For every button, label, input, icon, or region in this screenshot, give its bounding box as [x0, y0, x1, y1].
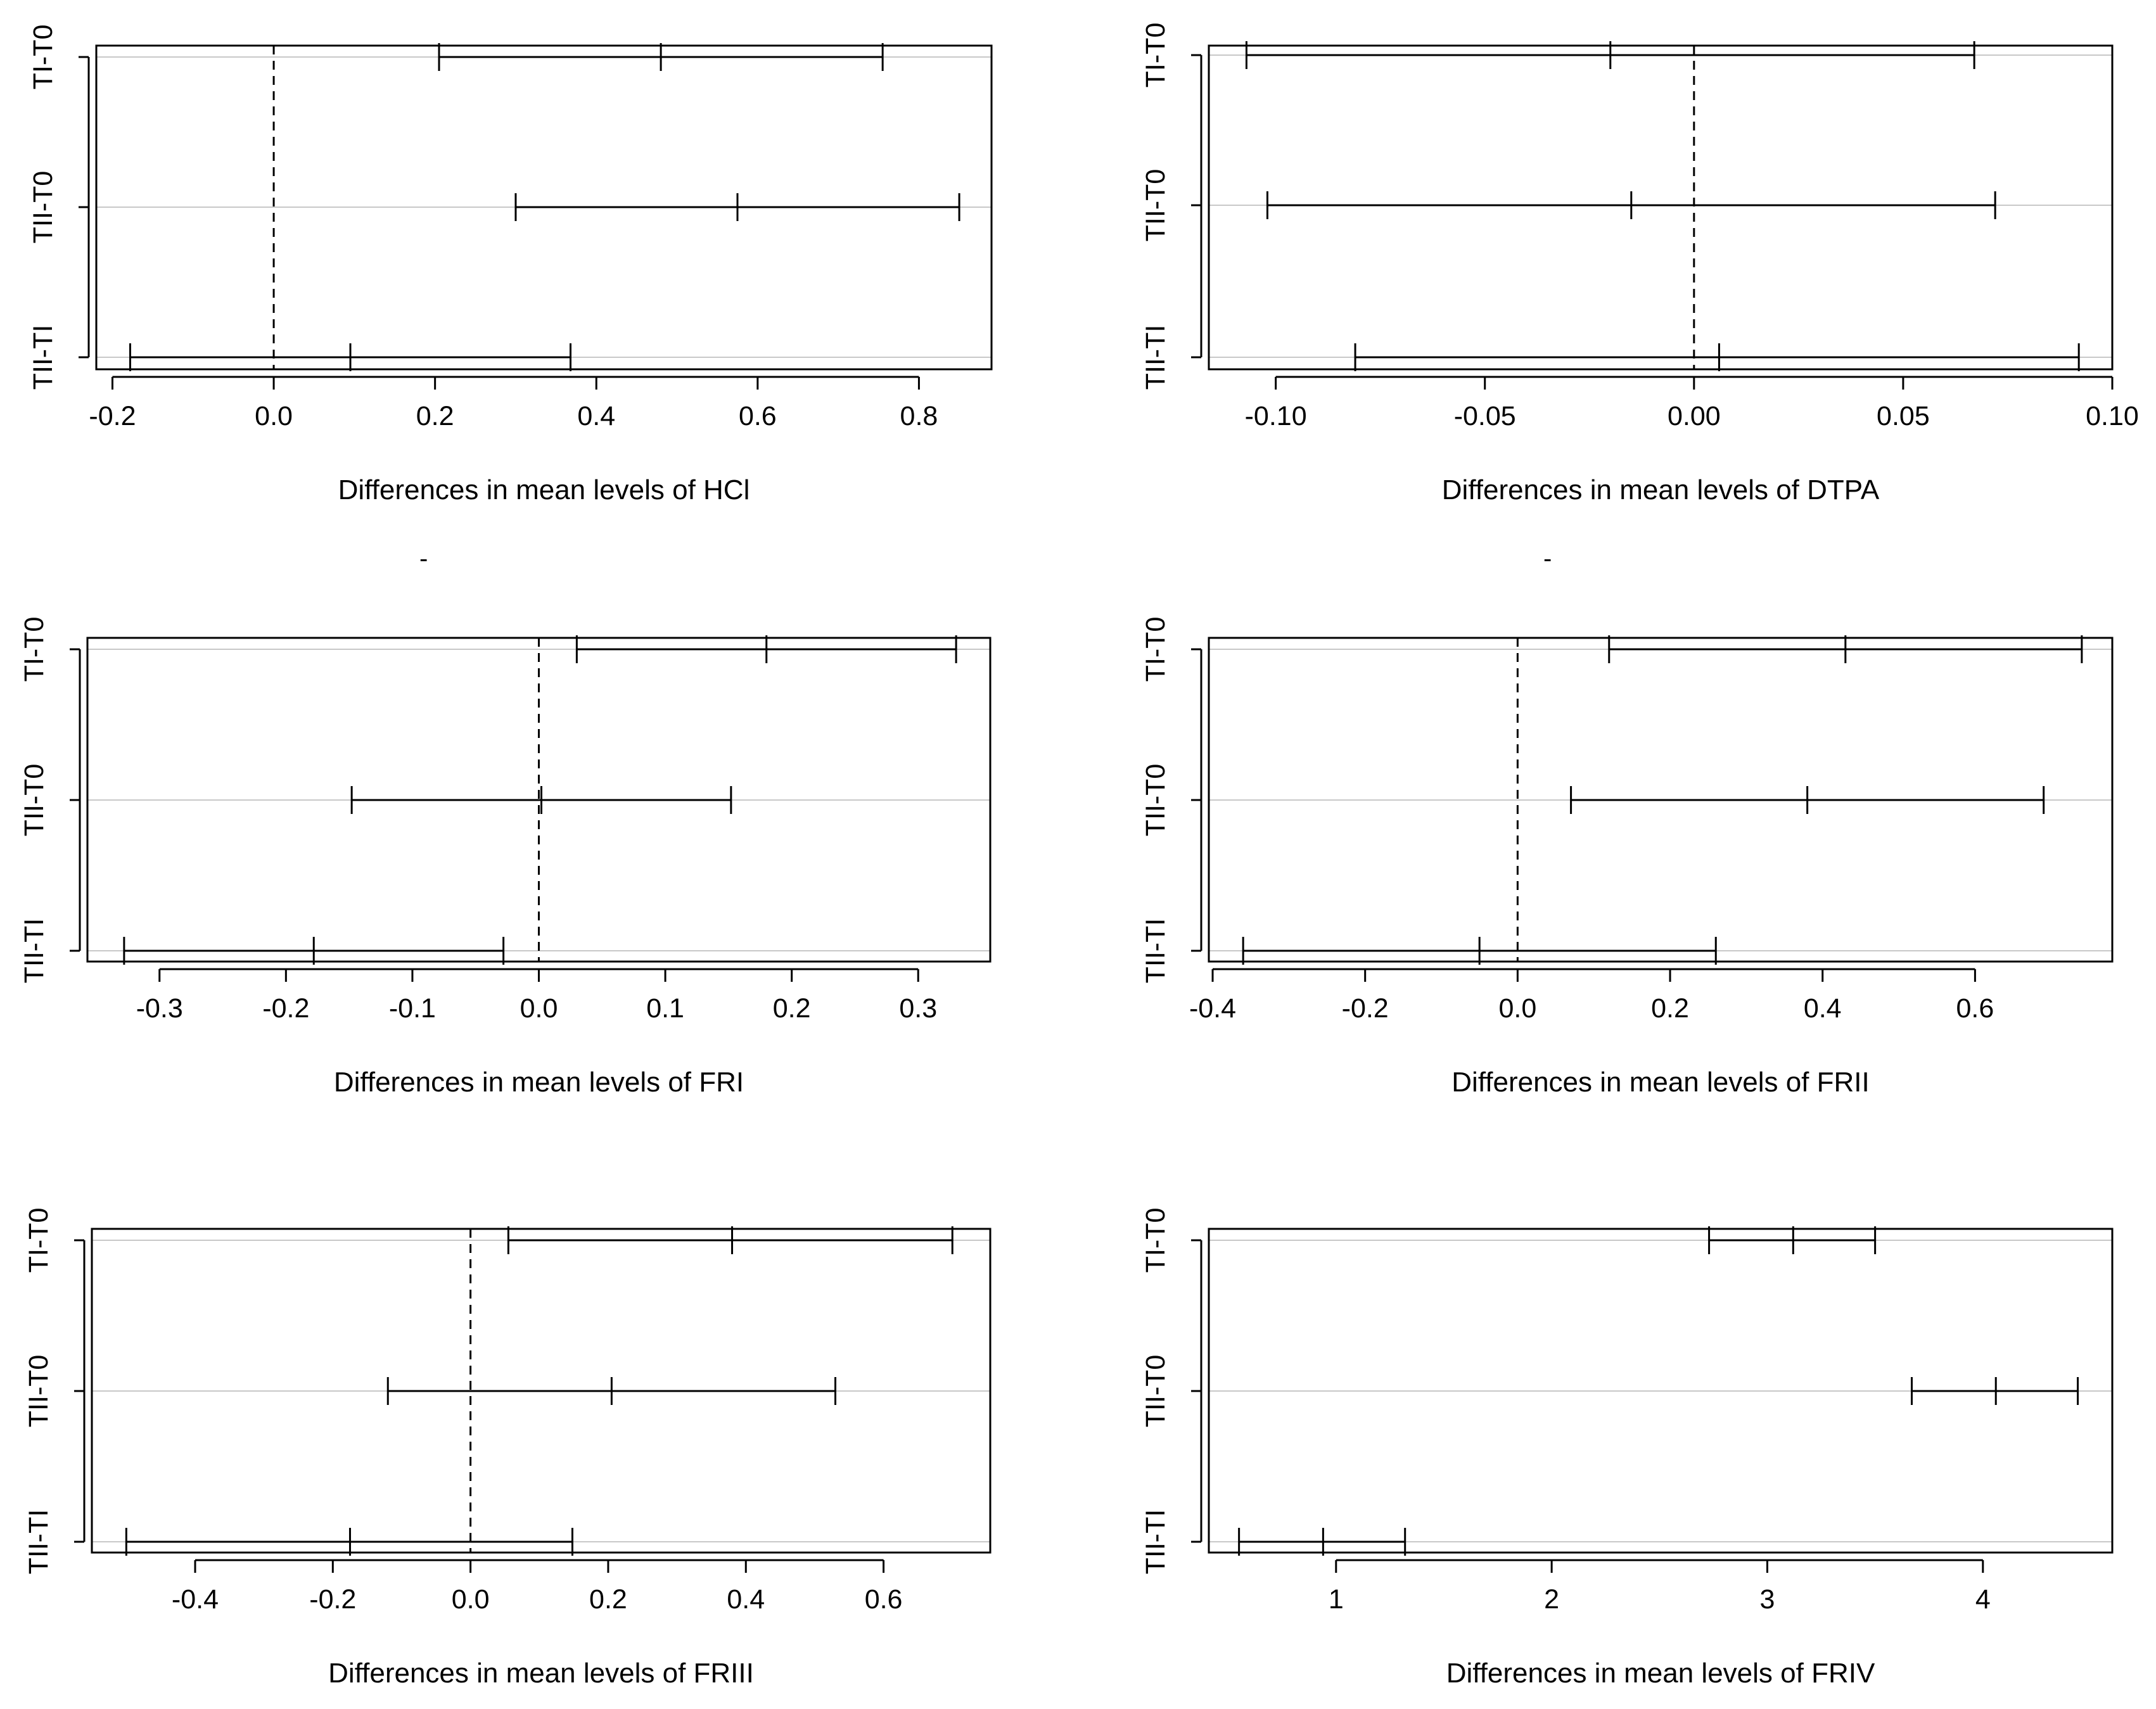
x-axis-title: Differences in mean levels of FRII — [1451, 1067, 1869, 1098]
plot-frame — [1208, 637, 2114, 963]
x-tick-label: 0.2 — [1651, 993, 1689, 1024]
y-tick-label: TI-T0 — [28, 25, 58, 90]
y-tick-label: TI-T0 — [23, 1208, 54, 1273]
y-tick-label: TII-TI — [19, 918, 49, 984]
y-tick-label: TII-TI — [23, 1509, 54, 1575]
x-tick-label: 0.0 — [520, 993, 558, 1024]
x-axis-title: Differences in mean levels of FRIV — [1446, 1658, 1875, 1689]
panel-friv: 1 2 3 4 TI-T0 TII-T0 TII-TI Differences in mean… — [1140, 1208, 2114, 1689]
x-tick-label: 0.2 — [416, 401, 454, 431]
x-tick-label: -0.2 — [262, 993, 309, 1024]
panel-dtpa: -0.10 -0.05 0.00 0.05 0.10 TI-T0 TII-T0 TII-TI D… — [1140, 23, 2139, 505]
x-tick-label: 0.4 — [577, 401, 615, 431]
y-tick-label: TII-TI — [1140, 1509, 1171, 1575]
x-tick-label: 0.0 — [255, 401, 293, 431]
y-tick-label: TI-T0 — [1140, 1208, 1171, 1273]
y-tick-label: TII-T0 — [1140, 169, 1171, 242]
x-tick-label: 0.1 — [646, 993, 684, 1024]
x-tick-label: -0.05 — [1454, 401, 1516, 431]
x-tick-label: 0.6 — [739, 401, 777, 431]
y-tick-label: TI-T0 — [19, 617, 49, 682]
panel-friii: -0.4 -0.2 0.0 0.2 0.4 0.6 TI-T0 TII-T0 TII-TI Dif… — [23, 1208, 992, 1689]
plot-frame — [1208, 1228, 2114, 1554]
y-tick-label: TI-T0 — [1140, 617, 1171, 682]
x-tick-label: 0.8 — [900, 401, 938, 431]
y-tick-label: TII-T0 — [28, 171, 58, 244]
x-tick-label: -0.2 — [89, 401, 136, 431]
x-tick-label: -0.2 — [309, 1584, 356, 1615]
y-tick-label: TII-T0 — [1140, 1355, 1171, 1428]
x-tick-label: -0.4 — [172, 1584, 219, 1615]
x-tick-label: 0.6 — [865, 1584, 903, 1615]
y-tick-label: TII-TI — [1140, 918, 1171, 984]
y-tick-label: TI-T0 — [1140, 23, 1171, 88]
x-tick-label: 0.3 — [899, 993, 937, 1024]
x-tick-label: 3 — [1760, 1584, 1775, 1615]
x-tick-label: 0.2 — [773, 993, 811, 1024]
x-tick-label: -0.4 — [1189, 993, 1236, 1024]
x-tick-label: 0.0 — [1498, 993, 1536, 1024]
x-tick-label: 0.4 — [1804, 993, 1842, 1024]
plot-frame — [95, 44, 993, 371]
x-tick-label: 2 — [1544, 1584, 1559, 1615]
x-axis-title: Differences in mean levels of DTPA — [1442, 474, 1880, 505]
x-axis-title: Differences in mean levels of HCl — [338, 474, 750, 505]
plot-frame — [1208, 44, 2114, 371]
x-tick-label: 0.2 — [589, 1584, 627, 1615]
panel-fri: -0.3 -0.2 -0.1 0.0 0.1 0.2 0.3 TI-T0 TII-T0 TII-T… — [19, 617, 992, 1098]
x-tick-label: 0.4 — [727, 1584, 765, 1615]
x-tick-label: 0.10 — [2086, 401, 2139, 431]
y-tick-label: TII-TI — [28, 325, 58, 390]
x-tick-label: 0.6 — [1956, 993, 1994, 1024]
x-tick-label: 0.05 — [1877, 401, 1930, 431]
panel-hcl: -0.2 0.0 0.2 0.4 0.6 0.8 TI-T0 TII-T0 TII-TI Diff… — [28, 25, 993, 505]
x-tick-label: 1 — [1329, 1584, 1344, 1615]
y-tick-label: TII-TI — [1140, 325, 1171, 390]
x-tick-label: -0.10 — [1245, 401, 1307, 431]
x-axis-title: Differences in mean levels of FRI — [334, 1067, 744, 1098]
x-tick-label: 0.0 — [452, 1584, 490, 1615]
x-tick-label: -0.1 — [389, 993, 436, 1024]
x-tick-label: -0.3 — [136, 993, 183, 1024]
x-axis-title: Differences in mean levels of FRIII — [328, 1658, 754, 1689]
stray-mark: - — [1543, 545, 1552, 573]
x-tick-label: 0.00 — [1668, 401, 1721, 431]
panel-frii: -0.4 -0.2 0.0 0.2 0.4 0.6 TI-T0 TII-T0 TII-TI Dif… — [1140, 617, 2114, 1098]
x-tick-label: 4 — [1975, 1584, 1991, 1615]
x-tick-label: -0.2 — [1342, 993, 1389, 1024]
stray-mark: - — [419, 545, 428, 573]
y-tick-label: TII-T0 — [23, 1355, 54, 1428]
y-tick-label: TII-T0 — [1140, 764, 1171, 837]
plot-frame — [91, 1228, 992, 1554]
y-tick-label: TII-T0 — [19, 764, 49, 837]
